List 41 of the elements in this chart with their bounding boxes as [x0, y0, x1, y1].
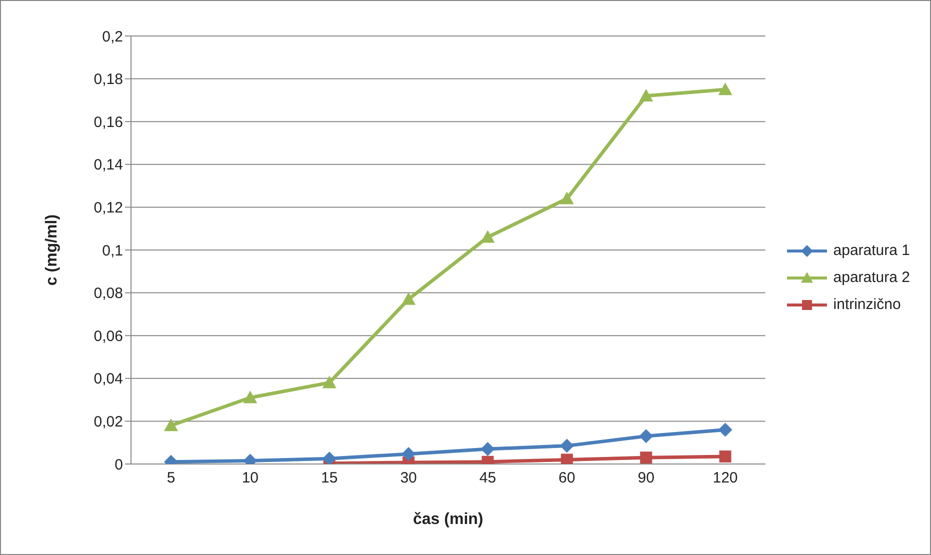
- y-tick-label: 0,06: [94, 328, 123, 345]
- y-tick-label: 0,14: [94, 156, 123, 174]
- point: [480, 230, 495, 243]
- y-tick-label: 0,02: [94, 414, 123, 431]
- x-axis-title: čas (min): [413, 511, 484, 528]
- y-tick-label: 0,12: [94, 200, 123, 217]
- legend-label: aparatura 2: [833, 269, 910, 286]
- x-tick-label: 45: [479, 470, 496, 487]
- point: [639, 429, 654, 444]
- point: [640, 452, 652, 464]
- point: [164, 418, 178, 432]
- x-tick-label: 120: [712, 470, 738, 487]
- y-tick-label: 0,04: [94, 370, 123, 388]
- y-tick-label: 0,16: [94, 114, 123, 131]
- x-tick-label: 10: [242, 470, 259, 487]
- y-tick-label: 0,2: [102, 28, 123, 46]
- point: [322, 376, 336, 388]
- point: [560, 192, 574, 204]
- x-tick-label: 90: [638, 470, 654, 487]
- x-tick-label: 5: [166, 470, 176, 487]
- point: [560, 454, 573, 464]
- x-tick-label: 30: [400, 470, 417, 487]
- point: [480, 442, 495, 456]
- point: [718, 422, 732, 437]
- y-tick-label: 0,18: [94, 71, 123, 88]
- y-tick-label: 0: [114, 456, 123, 474]
- y-tick-label: 0,08: [94, 285, 123, 302]
- y-axis-title: c (mg/ml): [44, 214, 61, 286]
- legend-label: intrinzično: [833, 296, 901, 313]
- x-tick-label: 15: [321, 470, 338, 487]
- point: [322, 452, 336, 464]
- legend-label: aparatura 1: [833, 242, 910, 259]
- y-tick-label: 0,1: [102, 242, 123, 260]
- point: [719, 450, 732, 463]
- point: [402, 292, 416, 305]
- point: [639, 88, 654, 102]
- point: [560, 438, 574, 453]
- x-tick-label: 60: [558, 470, 576, 487]
- point: [243, 390, 258, 404]
- point: [718, 82, 732, 96]
- point: [402, 446, 416, 461]
